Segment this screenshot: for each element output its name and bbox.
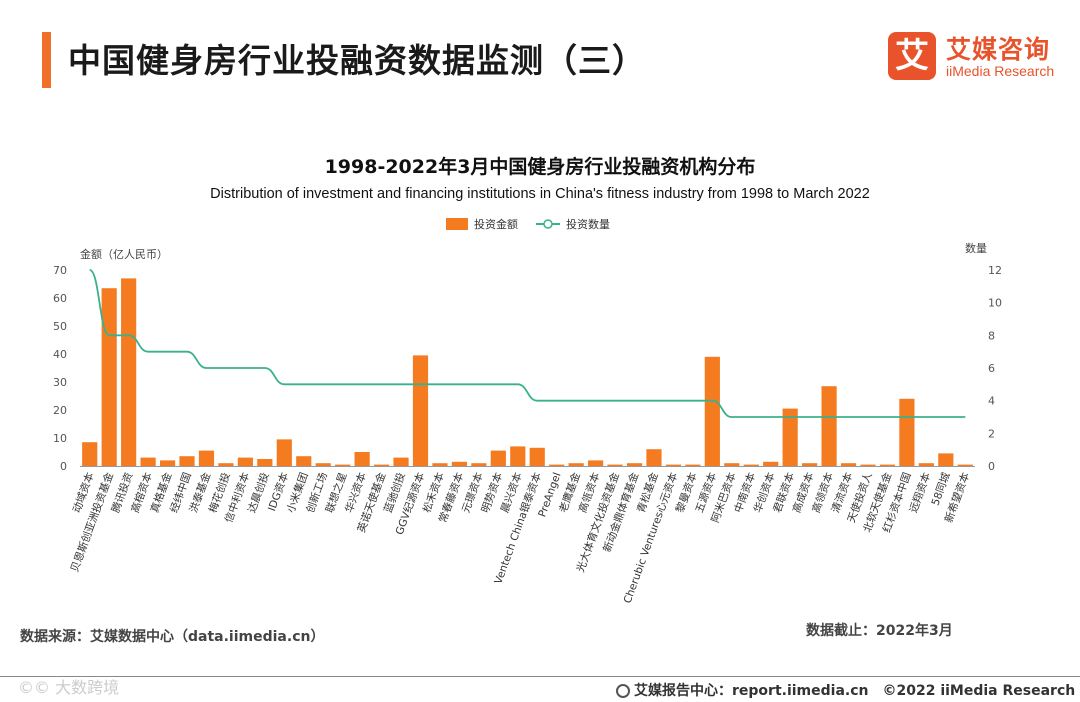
y-right-tick-label: 4 (988, 395, 995, 408)
bar-16 (373, 464, 390, 466)
bar-9 (237, 457, 253, 466)
title-accent-bar (42, 32, 51, 88)
bar-12 (296, 456, 312, 466)
bar-14 (335, 464, 351, 466)
y-right-tick-label: 2 (988, 427, 995, 440)
bar-42 (879, 464, 896, 466)
bar-18 (412, 355, 429, 466)
bar-43 (899, 398, 915, 466)
y-axis-left-title: 金额（亿人民币） (80, 247, 168, 261)
y-axis-right-title: 数量 (965, 242, 987, 255)
report-center: 艾媒报告中心：report.iimedia.cn ©2022 iiMedia R… (616, 680, 1080, 700)
y-right-tick-label: 0 (988, 460, 995, 473)
y-right-tick-label: 6 (988, 362, 995, 375)
logo-name-cn: 艾媒咨询 (946, 35, 1051, 64)
legend-label-amount: 投资金额 (474, 217, 518, 231)
legend-label-count: 投资数量 (566, 217, 610, 231)
bar-35 (743, 464, 759, 466)
y-left-tick-label: 40 (53, 348, 67, 361)
bar-40 (840, 463, 857, 466)
bar-25 (549, 464, 565, 466)
bar-28 (607, 464, 623, 466)
bar-2 (101, 288, 117, 466)
bar-4 (140, 457, 156, 466)
bar-31 (665, 464, 682, 466)
bar-11 (276, 439, 292, 466)
count-series-line (89, 269, 966, 418)
logo-mark-icon: 艾 (888, 32, 936, 80)
y-left-tick-label: 0 (60, 460, 67, 473)
bar-21 (471, 463, 487, 466)
y-right-tick-label: 8 (988, 329, 995, 342)
bar-6 (179, 456, 195, 466)
bar-22 (490, 450, 506, 466)
legend-swatch-count-marker (543, 219, 553, 229)
chart-subtitle: Distribution of investment and financing… (210, 186, 870, 202)
bar-29 (626, 463, 643, 466)
bar-32 (685, 464, 701, 466)
chart-title: 1998-2022年3月中国健身房行业投融资机构分布 (324, 156, 756, 178)
bar-26 (568, 463, 584, 466)
y-right-tick-label: 10 (988, 297, 1002, 310)
y-left-tick-label: 50 (53, 320, 67, 333)
bar-36 (763, 461, 779, 466)
bar-24 (529, 447, 545, 466)
globe-icon (616, 684, 630, 698)
page-title: 中国健身房行业投融资数据监测（三） (68, 41, 646, 80)
y-left-tick-label: 20 (53, 404, 67, 417)
watermark: ©© 大数跨境 (18, 678, 120, 697)
bar-27 (588, 460, 604, 466)
y-right-tick-label: 12 (988, 264, 1002, 277)
y-left-tick-label: 70 (53, 264, 67, 277)
bar-10 (257, 459, 273, 466)
y-left-tick-label: 60 (53, 292, 67, 305)
bar-3 (121, 278, 137, 466)
bar-13 (315, 463, 331, 466)
iimedia-logo: 艾 艾媒咨询 iiMedia Research (888, 30, 1068, 84)
y-left-tick-label: 10 (53, 432, 67, 445)
bar-8 (218, 463, 234, 466)
bar-17 (393, 457, 409, 466)
bar-1 (82, 442, 98, 466)
bar-46 (957, 464, 973, 466)
bar-37 (782, 408, 798, 466)
bar-44 (918, 463, 934, 466)
bar-39 (821, 386, 837, 466)
bar-41 (860, 464, 876, 466)
bar-45 (938, 453, 954, 466)
bar-20 (451, 461, 467, 466)
logo-name-en: iiMedia Research (946, 63, 1055, 79)
bar-15 (354, 452, 370, 466)
report-center-text: 艾媒报告中心：report.iimedia.cn ©2022 iiMedia R… (634, 683, 1080, 699)
bar-23 (510, 446, 526, 466)
footer-divider (0, 676, 1080, 677)
bar-38 (802, 463, 818, 466)
bar-7 (198, 450, 215, 466)
data-cutoff: 数据截止：2022年3月 (806, 623, 953, 639)
bar-33 (704, 356, 720, 466)
bar-34 (724, 463, 740, 466)
bar-5 (159, 460, 176, 466)
data-source: 数据来源：艾媒数据中心（data.iimedia.cn） (20, 629, 325, 645)
bar-19 (432, 463, 448, 466)
y-left-tick-label: 30 (53, 376, 67, 389)
bar-30 (646, 449, 662, 466)
legend-swatch-amount (446, 218, 468, 230)
